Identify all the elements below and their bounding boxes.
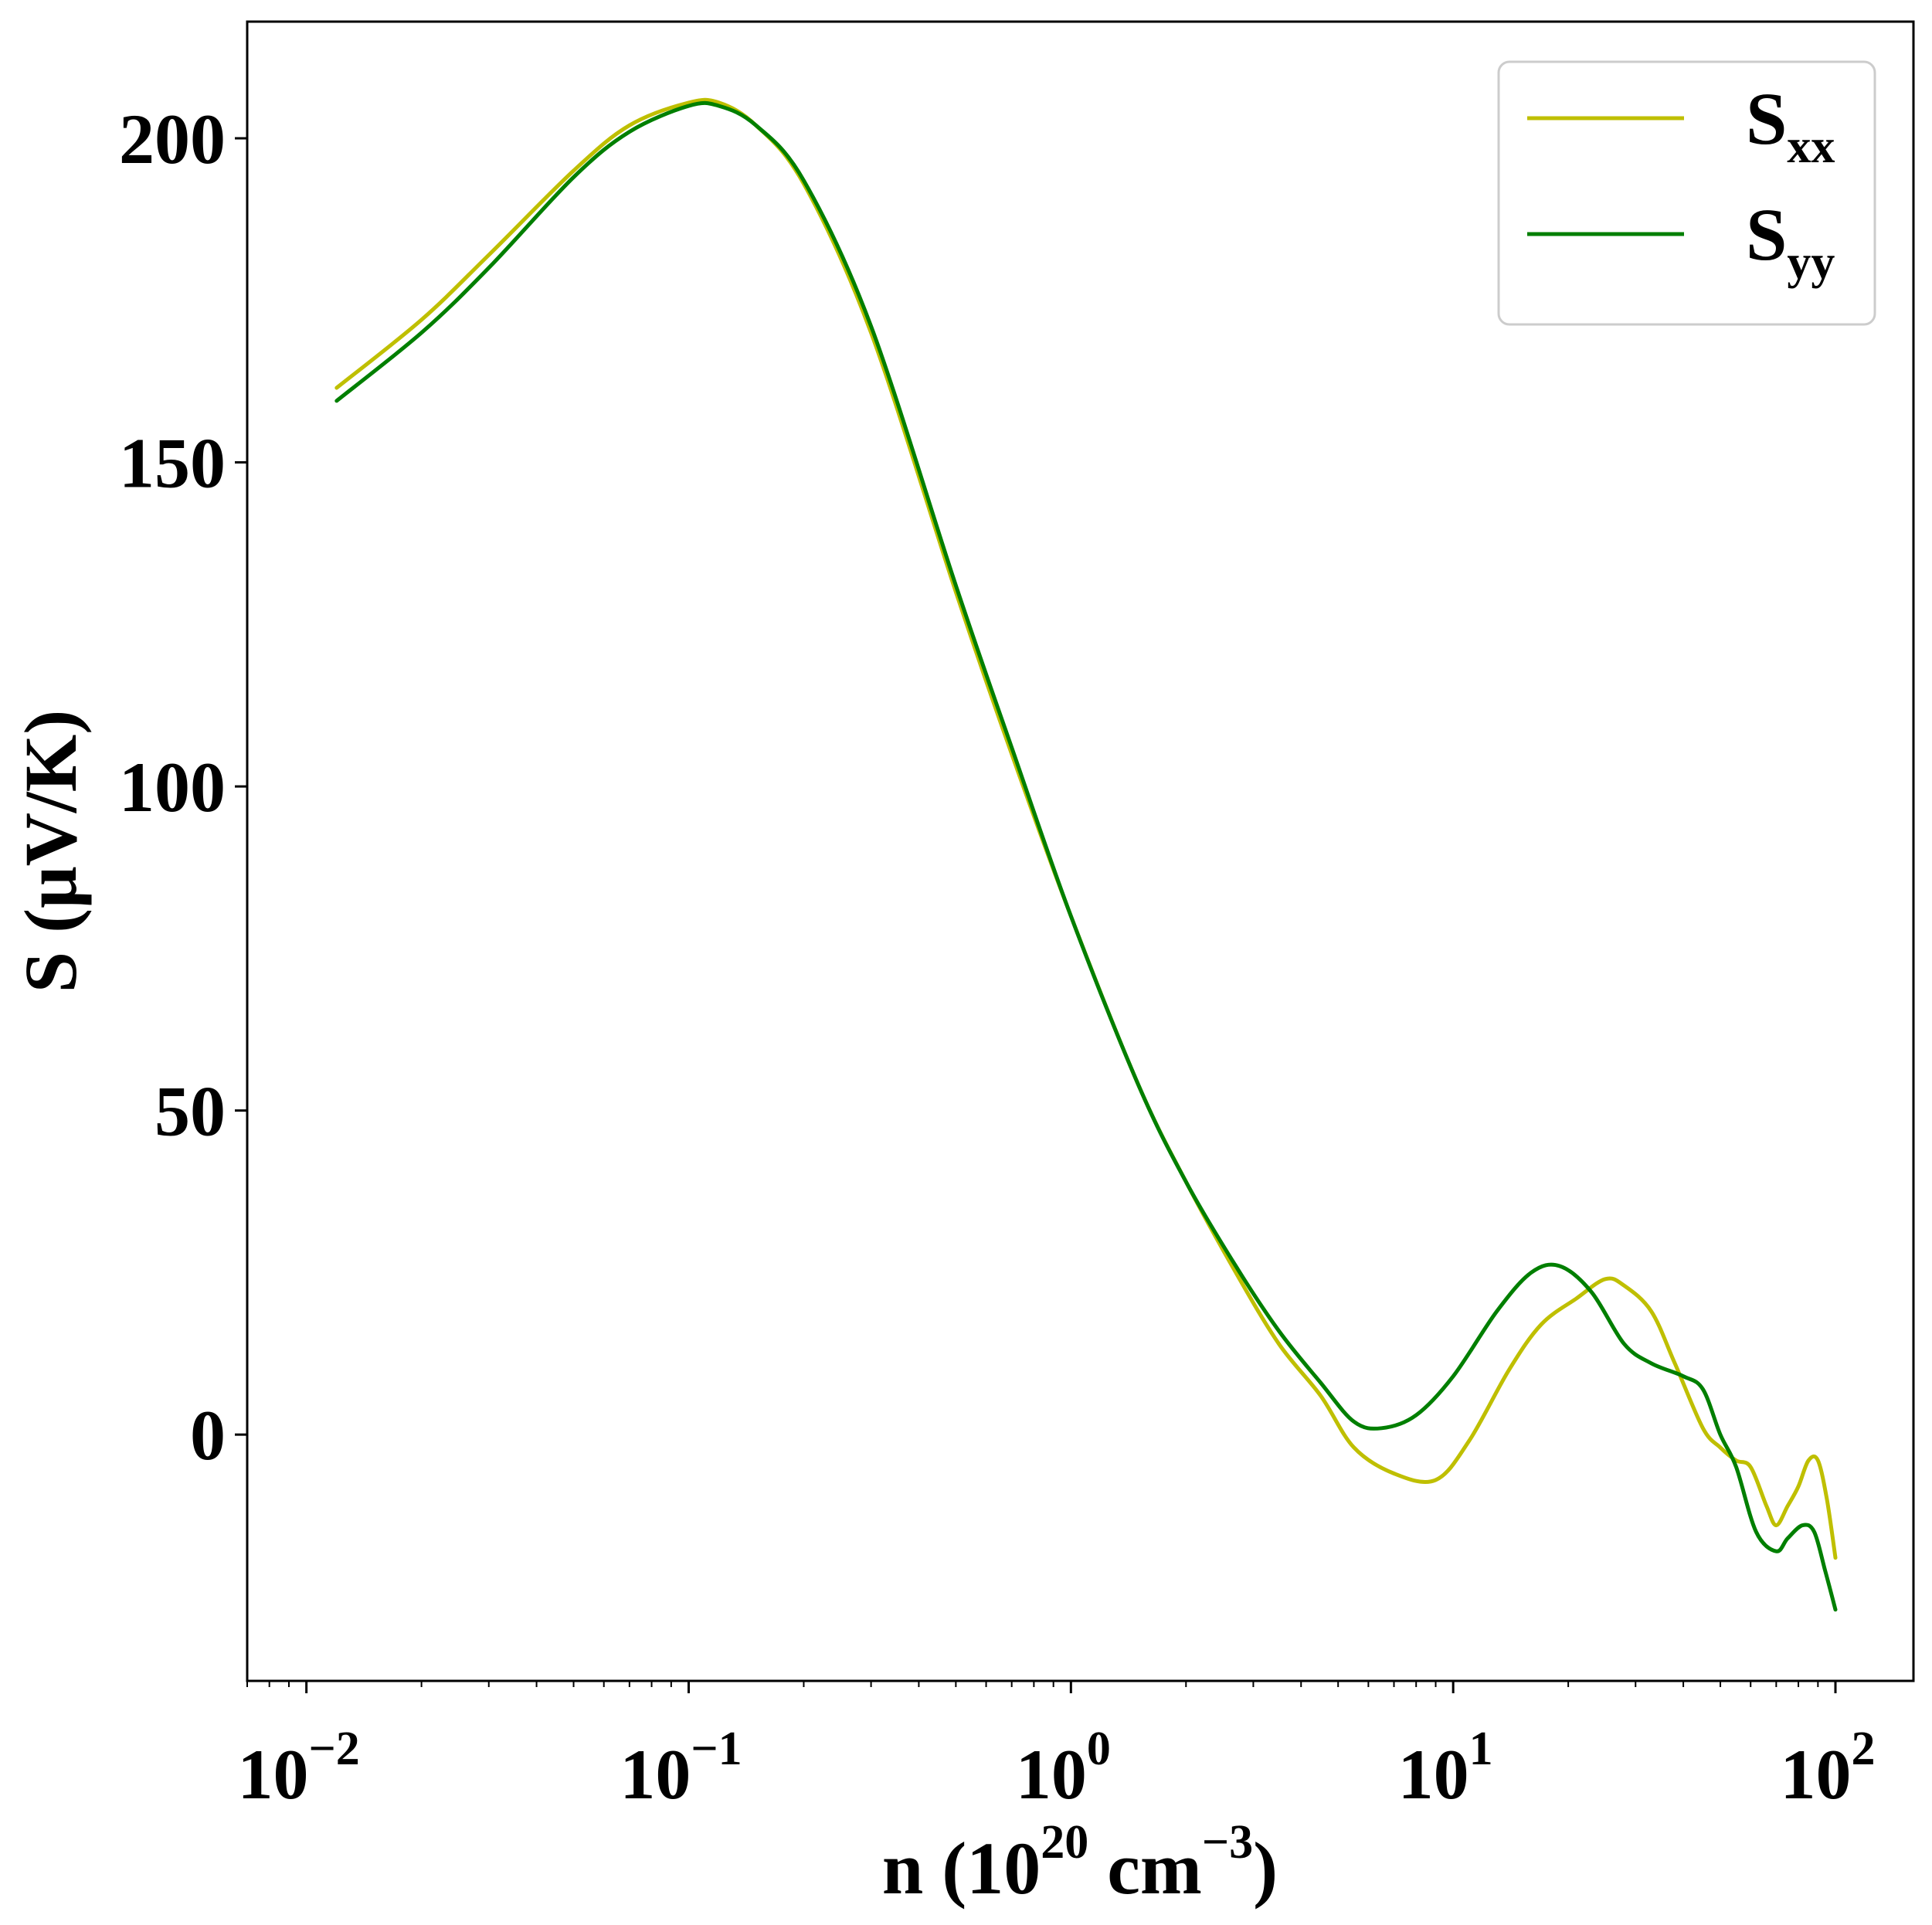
y-ticks: 0 50 100 150 200 xyxy=(119,100,247,1475)
x-tick-label-exponent: −2 xyxy=(308,1723,359,1775)
x-tick-label-exponent: 0 xyxy=(1087,1723,1111,1775)
legend-entry-syy-base: S xyxy=(1746,193,1787,276)
x-tick-label-base: 10 xyxy=(237,1735,308,1814)
legend-box xyxy=(1497,60,1876,326)
x-tick-label-exponent: 1 xyxy=(1469,1723,1493,1775)
x-tick-label: 102 xyxy=(1780,1723,1875,1814)
x-tick-label-base: 10 xyxy=(1780,1735,1851,1814)
x-major-ticks: 10−2 10−1 100 101 102 xyxy=(237,1681,1875,1814)
y-tick-label: 200 xyxy=(119,100,226,178)
legend-entry-syy: Syy xyxy=(1746,193,1835,289)
x-tick-label: 101 xyxy=(1398,1723,1493,1814)
y-tick-label: 0 xyxy=(190,1396,226,1475)
plot-frame xyxy=(246,20,1915,1682)
x-axis-label-sup2: −3 xyxy=(1202,1816,1253,1869)
legend-entry-sxx-sub: xx xyxy=(1787,121,1835,173)
series-line-sxx xyxy=(334,97,1838,1560)
legend-entry-sxx-base: S xyxy=(1746,77,1787,160)
x-axis-label-sup1: 20 xyxy=(1041,1816,1088,1869)
x-tick-label: 10−1 xyxy=(620,1723,742,1814)
x-tick-label-base: 10 xyxy=(1016,1735,1087,1814)
legend-entry-sxx: Sxx xyxy=(1746,77,1835,173)
legend: Sxx Syy xyxy=(1497,60,1876,326)
x-axis-label-end: ) xyxy=(1253,1827,1278,1910)
y-tick-label: 50 xyxy=(154,1072,226,1151)
plot-lines xyxy=(334,97,1838,1612)
x-axis-label-main: n (10 xyxy=(882,1827,1041,1910)
x-tick-label: 100 xyxy=(1016,1723,1111,1814)
x-tick-label-base: 10 xyxy=(620,1735,691,1814)
legend-entry-syy-sub: yy xyxy=(1787,236,1835,289)
x-tick-label-exponent: 2 xyxy=(1851,1723,1875,1775)
x-axis-label: n (1020 cm−3) xyxy=(882,1816,1278,1910)
y-axis-label: S (μV/K) xyxy=(9,710,92,993)
x-tick-label: 10−2 xyxy=(237,1723,359,1814)
y-tick-label: 100 xyxy=(119,748,226,827)
series-line-syy xyxy=(334,100,1838,1612)
x-axis-label-mid: cm xyxy=(1088,1827,1202,1910)
y-tick-label: 150 xyxy=(119,424,226,503)
x-tick-label-base: 10 xyxy=(1398,1735,1469,1814)
x-tick-label-exponent: −1 xyxy=(691,1723,742,1775)
